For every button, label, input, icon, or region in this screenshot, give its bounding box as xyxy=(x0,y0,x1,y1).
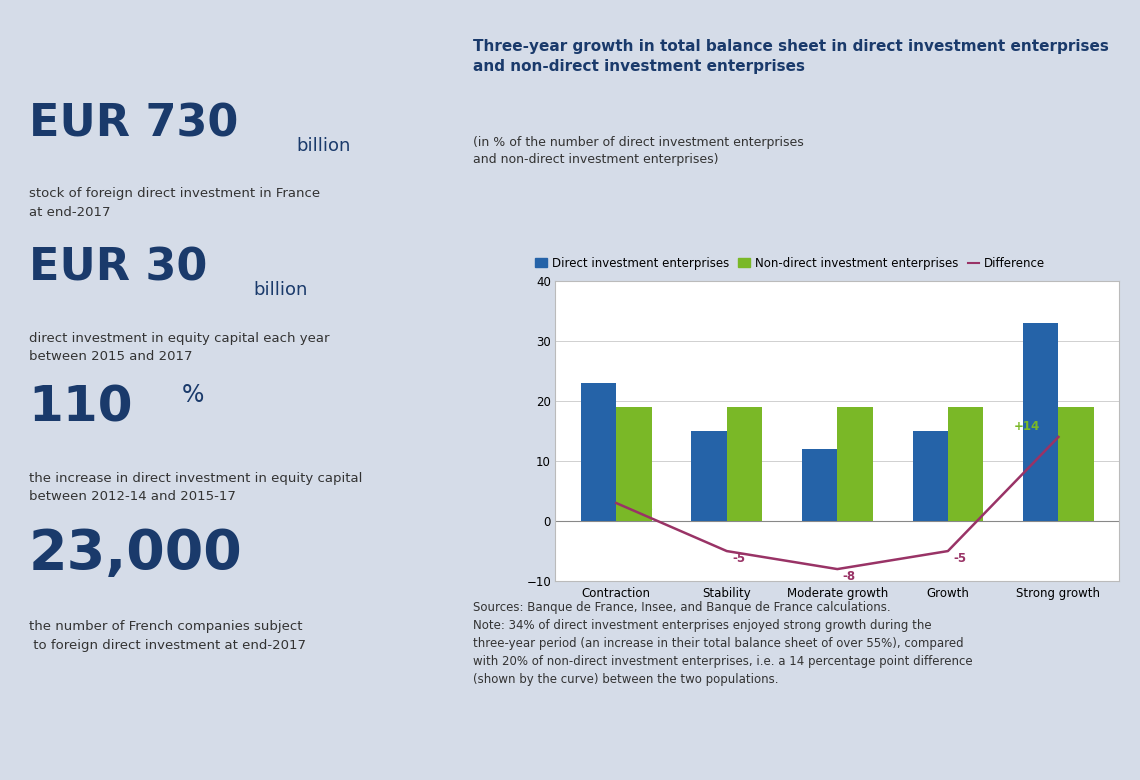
Text: billion: billion xyxy=(296,136,351,154)
Text: Three-year growth in total balance sheet in direct investment enterprises
and no: Three-year growth in total balance sheet… xyxy=(473,39,1109,74)
Bar xyxy=(617,407,652,521)
Text: -5: -5 xyxy=(732,552,746,565)
Text: the increase in direct investment in equity capital
between 2012-14 and 2015-17: the increase in direct investment in equ… xyxy=(28,472,363,503)
Text: direct investment in equity capital each year
between 2015 and 2017: direct investment in equity capital each… xyxy=(28,332,329,363)
Bar xyxy=(801,449,837,521)
Text: %: % xyxy=(182,383,204,406)
Text: +3: +3 xyxy=(636,502,654,515)
Text: (in % of the number of direct investment enterprises
and non-direct investment e: (in % of the number of direct investment… xyxy=(473,136,804,166)
Text: 23,000: 23,000 xyxy=(28,527,243,581)
Bar xyxy=(837,407,873,521)
Bar xyxy=(727,407,763,521)
Bar xyxy=(691,431,727,521)
Text: the number of French companies subject
 to foreign direct investment at end-2017: the number of French companies subject t… xyxy=(28,620,306,651)
Text: billion: billion xyxy=(254,281,308,299)
Legend: Direct investment enterprises, Non-direct investment enterprises, Difference: Direct investment enterprises, Non-direc… xyxy=(530,252,1050,275)
Text: Sources: Banque de France, Insee, and Banque de France calculations.
Note: 34% o: Sources: Banque de France, Insee, and Ba… xyxy=(473,601,972,686)
Bar xyxy=(1023,323,1058,521)
Text: -8: -8 xyxy=(842,570,856,583)
Text: EUR 730: EUR 730 xyxy=(28,102,238,146)
Text: EUR 30: EUR 30 xyxy=(28,246,207,290)
Bar xyxy=(1058,407,1094,521)
Bar xyxy=(947,407,984,521)
Text: +14: +14 xyxy=(1015,420,1041,433)
Bar xyxy=(581,383,617,521)
Text: -5: -5 xyxy=(953,552,967,565)
Text: 110: 110 xyxy=(28,383,133,431)
Text: stock of foreign direct investment in France
at end-2017: stock of foreign direct investment in Fr… xyxy=(28,187,320,218)
Bar xyxy=(912,431,947,521)
